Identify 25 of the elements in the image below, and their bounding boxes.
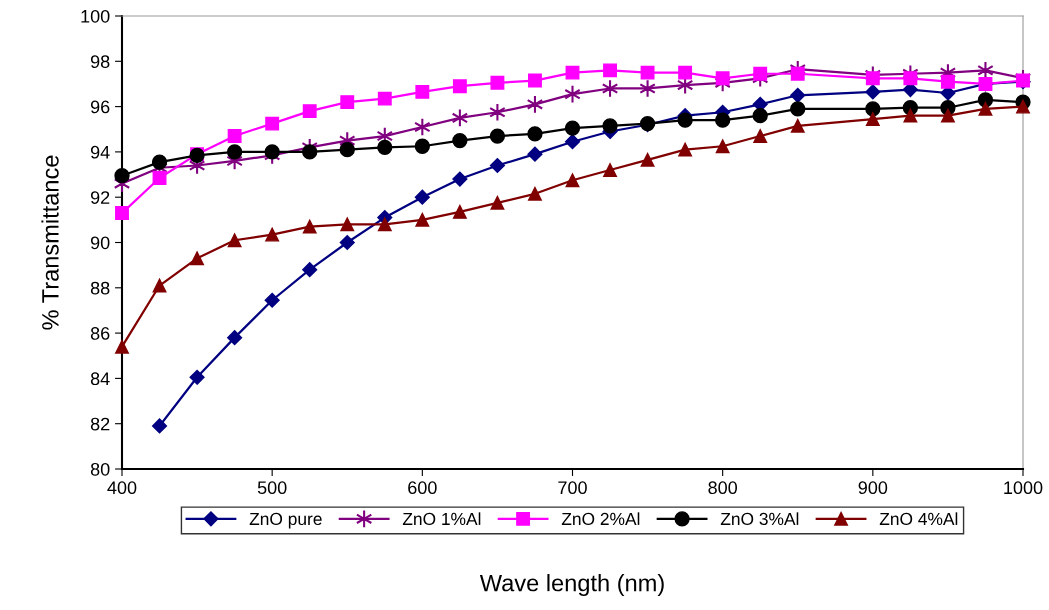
y-tick-label: 100 [81,9,110,23]
x-axis-title: Wave length (nm) [479,574,664,597]
legend-label: ZnO 2%Al [561,512,640,526]
y-tick-label: 98 [90,55,110,69]
y-axis-title: % Transmittance [41,155,59,330]
y-tick-label: 88 [90,281,110,295]
legend-label: ZnO pure [249,512,322,529]
x-tick-label: 900 [858,481,888,495]
x-tick-label: 700 [558,481,587,495]
y-tick-label: 90 [90,236,110,250]
y-tick-label: 84 [90,372,110,386]
x-tick-label: 800 [708,481,738,495]
y-tick-label: 94 [90,145,110,159]
x-tick-label: 500 [257,481,287,495]
y-tick-label: 80 [90,462,110,476]
y-tick-label: 92 [90,191,110,204]
y-tick-label: 82 [90,417,110,431]
x-tick-label: 600 [408,481,437,495]
y-tick-label: 96 [90,100,110,114]
y-tick-label: 86 [90,327,110,340]
legend-label: ZnO 1%Al [402,512,481,526]
x-tick-label: 1000 [1004,481,1043,495]
x-tick-label: 400 [107,481,137,495]
legend-label: ZnO 3%Al [720,512,799,526]
legend-label: ZnO 4%Al [879,512,958,526]
